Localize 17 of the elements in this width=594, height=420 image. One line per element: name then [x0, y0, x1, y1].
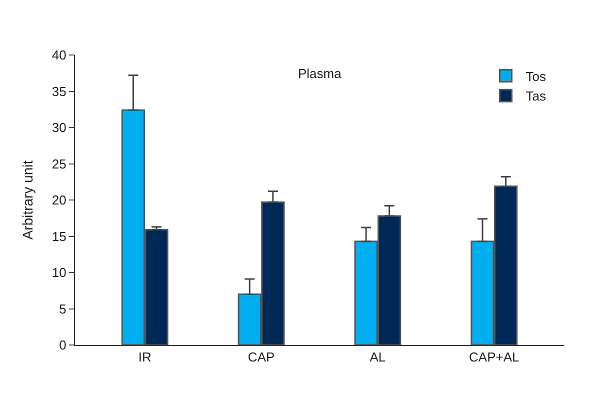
x-tick-label: AL [370, 350, 386, 365]
text: Plasma [298, 66, 342, 81]
x-tick-label: CAP+AL [469, 350, 520, 365]
y-tick-label: 0 [59, 338, 66, 353]
y-tick-label: 25 [52, 156, 66, 172]
y-tick-label: 5 [59, 301, 66, 316]
y-axis-title: Arbitrary unit [20, 160, 36, 240]
y-tick-label: 15 [52, 228, 66, 244]
y-tick-label: 10 [52, 265, 66, 280]
y-tick-label: 35 [52, 84, 66, 99]
x-tick-label: IR [138, 350, 152, 365]
legend-label: Tos [526, 68, 546, 84]
y-tick-label: 30 [52, 120, 66, 136]
y-tick-label: 40 [52, 48, 66, 63]
x-tick-label: CAP [248, 350, 275, 365]
y-tick-label: 20 [52, 192, 66, 208]
legend-label: Tas [526, 88, 546, 104]
